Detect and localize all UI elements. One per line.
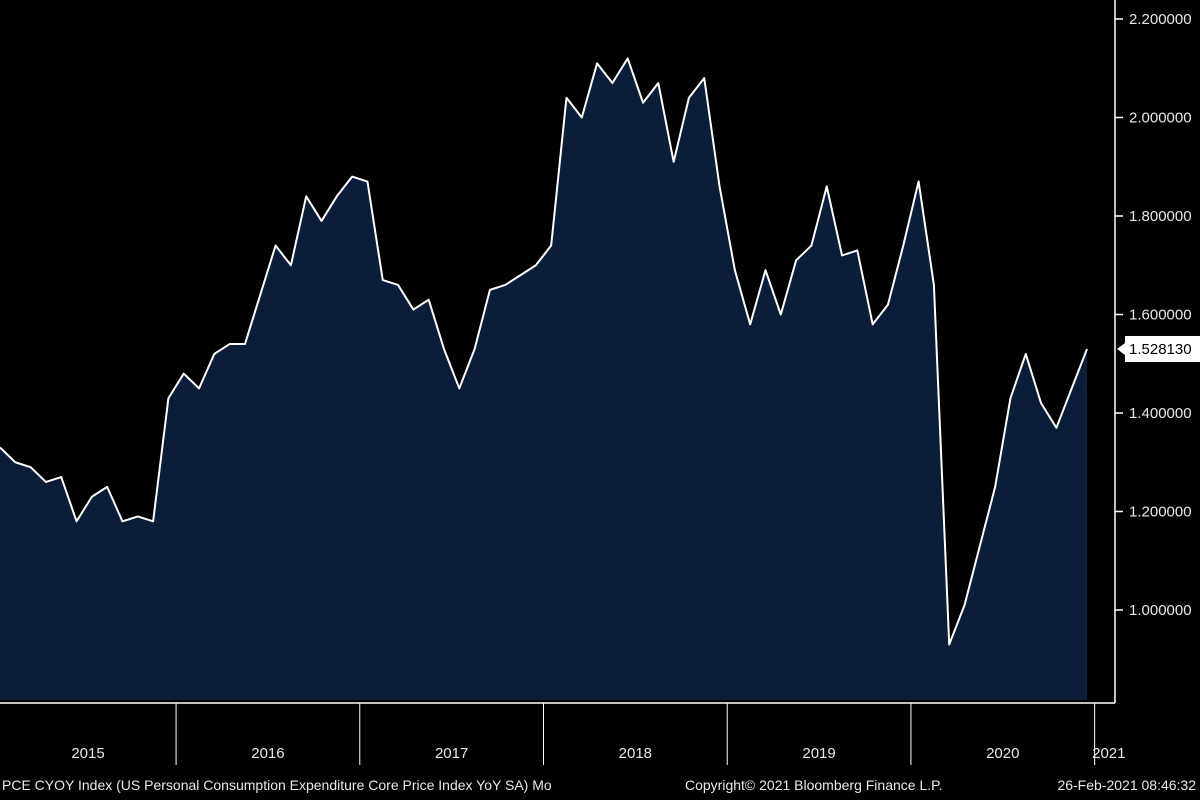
area-layer [0, 57, 1088, 700]
y-tick-label: 1.200000 [1129, 504, 1192, 521]
x-tick-label: 2019 [802, 745, 835, 762]
y-tick-label: 1.600000 [1129, 307, 1192, 324]
y-axis-ticks: 2.200000 2.000000 1.800000 1.600000 1.400000… [1115, 11, 1192, 619]
last-value-text: 1.528130 [1129, 341, 1192, 358]
x-axis-ticks: 2015 2016 2017 2018 2019 2020 2021 [71, 703, 1126, 765]
last-value-pointer [1117, 342, 1125, 355]
last-value-label: 1.528130 [1117, 335, 1200, 362]
x-tick-label: 2020 [986, 745, 1019, 762]
series-line [0, 57, 1088, 646]
last-value-box [1125, 335, 1200, 362]
x-tick-label: 2015 [71, 745, 104, 762]
footer-series-description: PCE CYOY Index (US Personal Consumption … [2, 777, 552, 793]
y-tick-label: 1.000000 [1129, 602, 1192, 619]
y-tick-label: 1.400000 [1129, 405, 1192, 422]
y-tick-label: 1.800000 [1129, 208, 1192, 225]
x-tick-label: 2017 [435, 745, 468, 762]
series-area-fill [0, 58, 1087, 700]
x-tick-label: 2018 [619, 745, 652, 762]
y-tick-label: 2.000000 [1129, 110, 1192, 127]
x-tick-label: 2021 [1092, 745, 1125, 762]
footer-copyright: Copyright© 2021 Bloomberg Finance L.P. [685, 777, 943, 793]
x-tick-label: 2016 [251, 745, 284, 762]
footer-timestamp: 26-Feb-2021 08:46:32 [1057, 777, 1196, 793]
y-tick-label: 2.200000 [1129, 11, 1192, 28]
